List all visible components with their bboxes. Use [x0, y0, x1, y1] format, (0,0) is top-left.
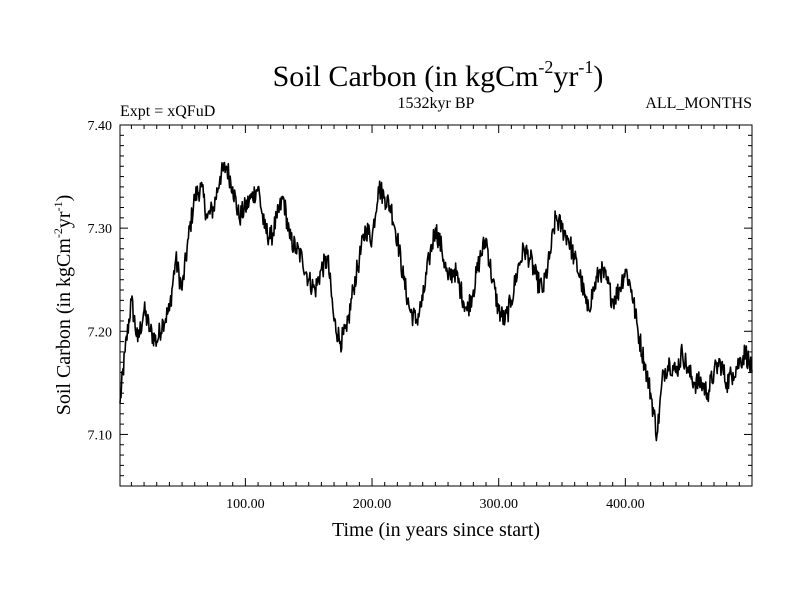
months-label: ALL_MONTHS	[645, 95, 752, 112]
x-axis-ticks	[130, 125, 740, 486]
y-axis-label-end: )	[53, 195, 75, 202]
y-tick-label: 7.30	[88, 222, 113, 237]
y-axis-label: Soil Carbon (in kgCm-2yr-1)	[51, 195, 75, 416]
chart-title-mid: yr	[553, 60, 578, 93]
chart-title-sup1: -2	[538, 57, 553, 77]
series-layer	[119, 161, 753, 442]
y-axis-label-sup2: -1	[51, 201, 65, 211]
plot-frame	[119, 124, 753, 487]
experiment-label: Expt = xQFuD	[120, 103, 215, 120]
chart-title-main: Soil Carbon (in kgCm	[273, 60, 539, 93]
x-tick-label: 300.00	[479, 497, 518, 512]
period-label: 1532kyr BP	[398, 95, 475, 112]
x-axis-label: Time (in years since start)	[332, 519, 540, 541]
chart-title: Soil Carbon (in kgCm-2yr-1)	[273, 57, 604, 93]
y-axis-tick-labels: 7.10 7.20 7.30 7.40	[88, 119, 113, 443]
chart-title-sup2: -1	[578, 57, 593, 77]
x-tick-label: 200.00	[353, 497, 392, 512]
x-tick-label: 400.00	[606, 497, 645, 512]
y-tick-label: 7.20	[88, 325, 113, 340]
y-axis-label-mid: yr	[53, 211, 75, 228]
chart-title-end: )	[593, 60, 603, 93]
x-tick-label: 100.00	[226, 497, 265, 512]
y-axis-label-main: Soil Carbon (in kgCm	[53, 238, 75, 416]
y-tick-label: 7.10	[88, 428, 113, 443]
series-line	[119, 161, 753, 442]
x-axis-tick-labels: 100.00 200.00 300.00 400.00	[226, 497, 644, 512]
y-axis-label-sup1: -2	[51, 228, 65, 238]
y-tick-label: 7.40	[88, 119, 113, 134]
